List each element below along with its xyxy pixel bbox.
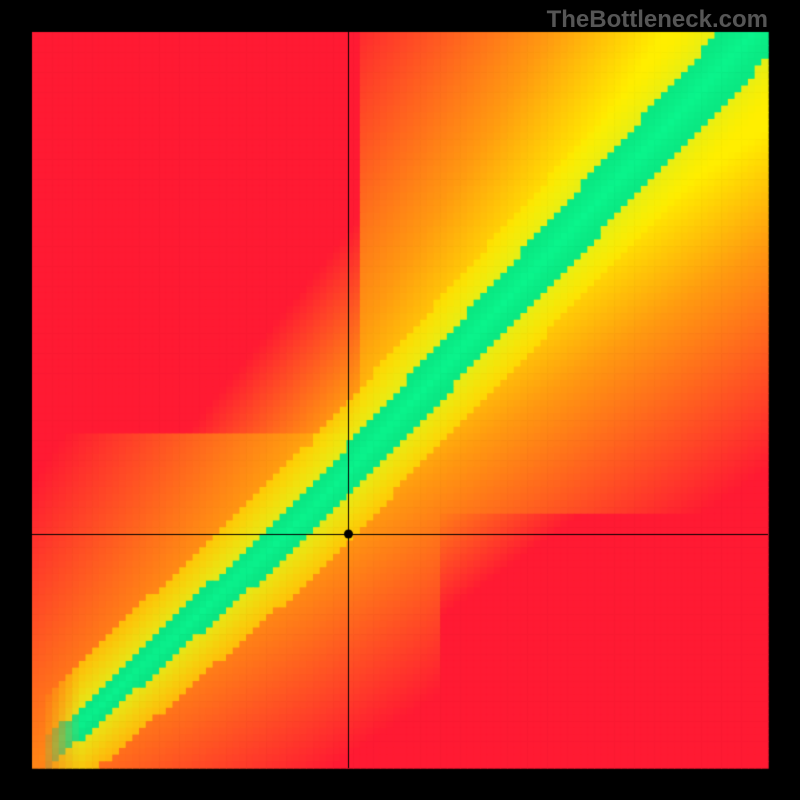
- bottleneck-heatmap: [0, 0, 800, 800]
- chart-container: TheBottleneck.com: [0, 0, 800, 800]
- watermark-text: TheBottleneck.com: [547, 6, 768, 34]
